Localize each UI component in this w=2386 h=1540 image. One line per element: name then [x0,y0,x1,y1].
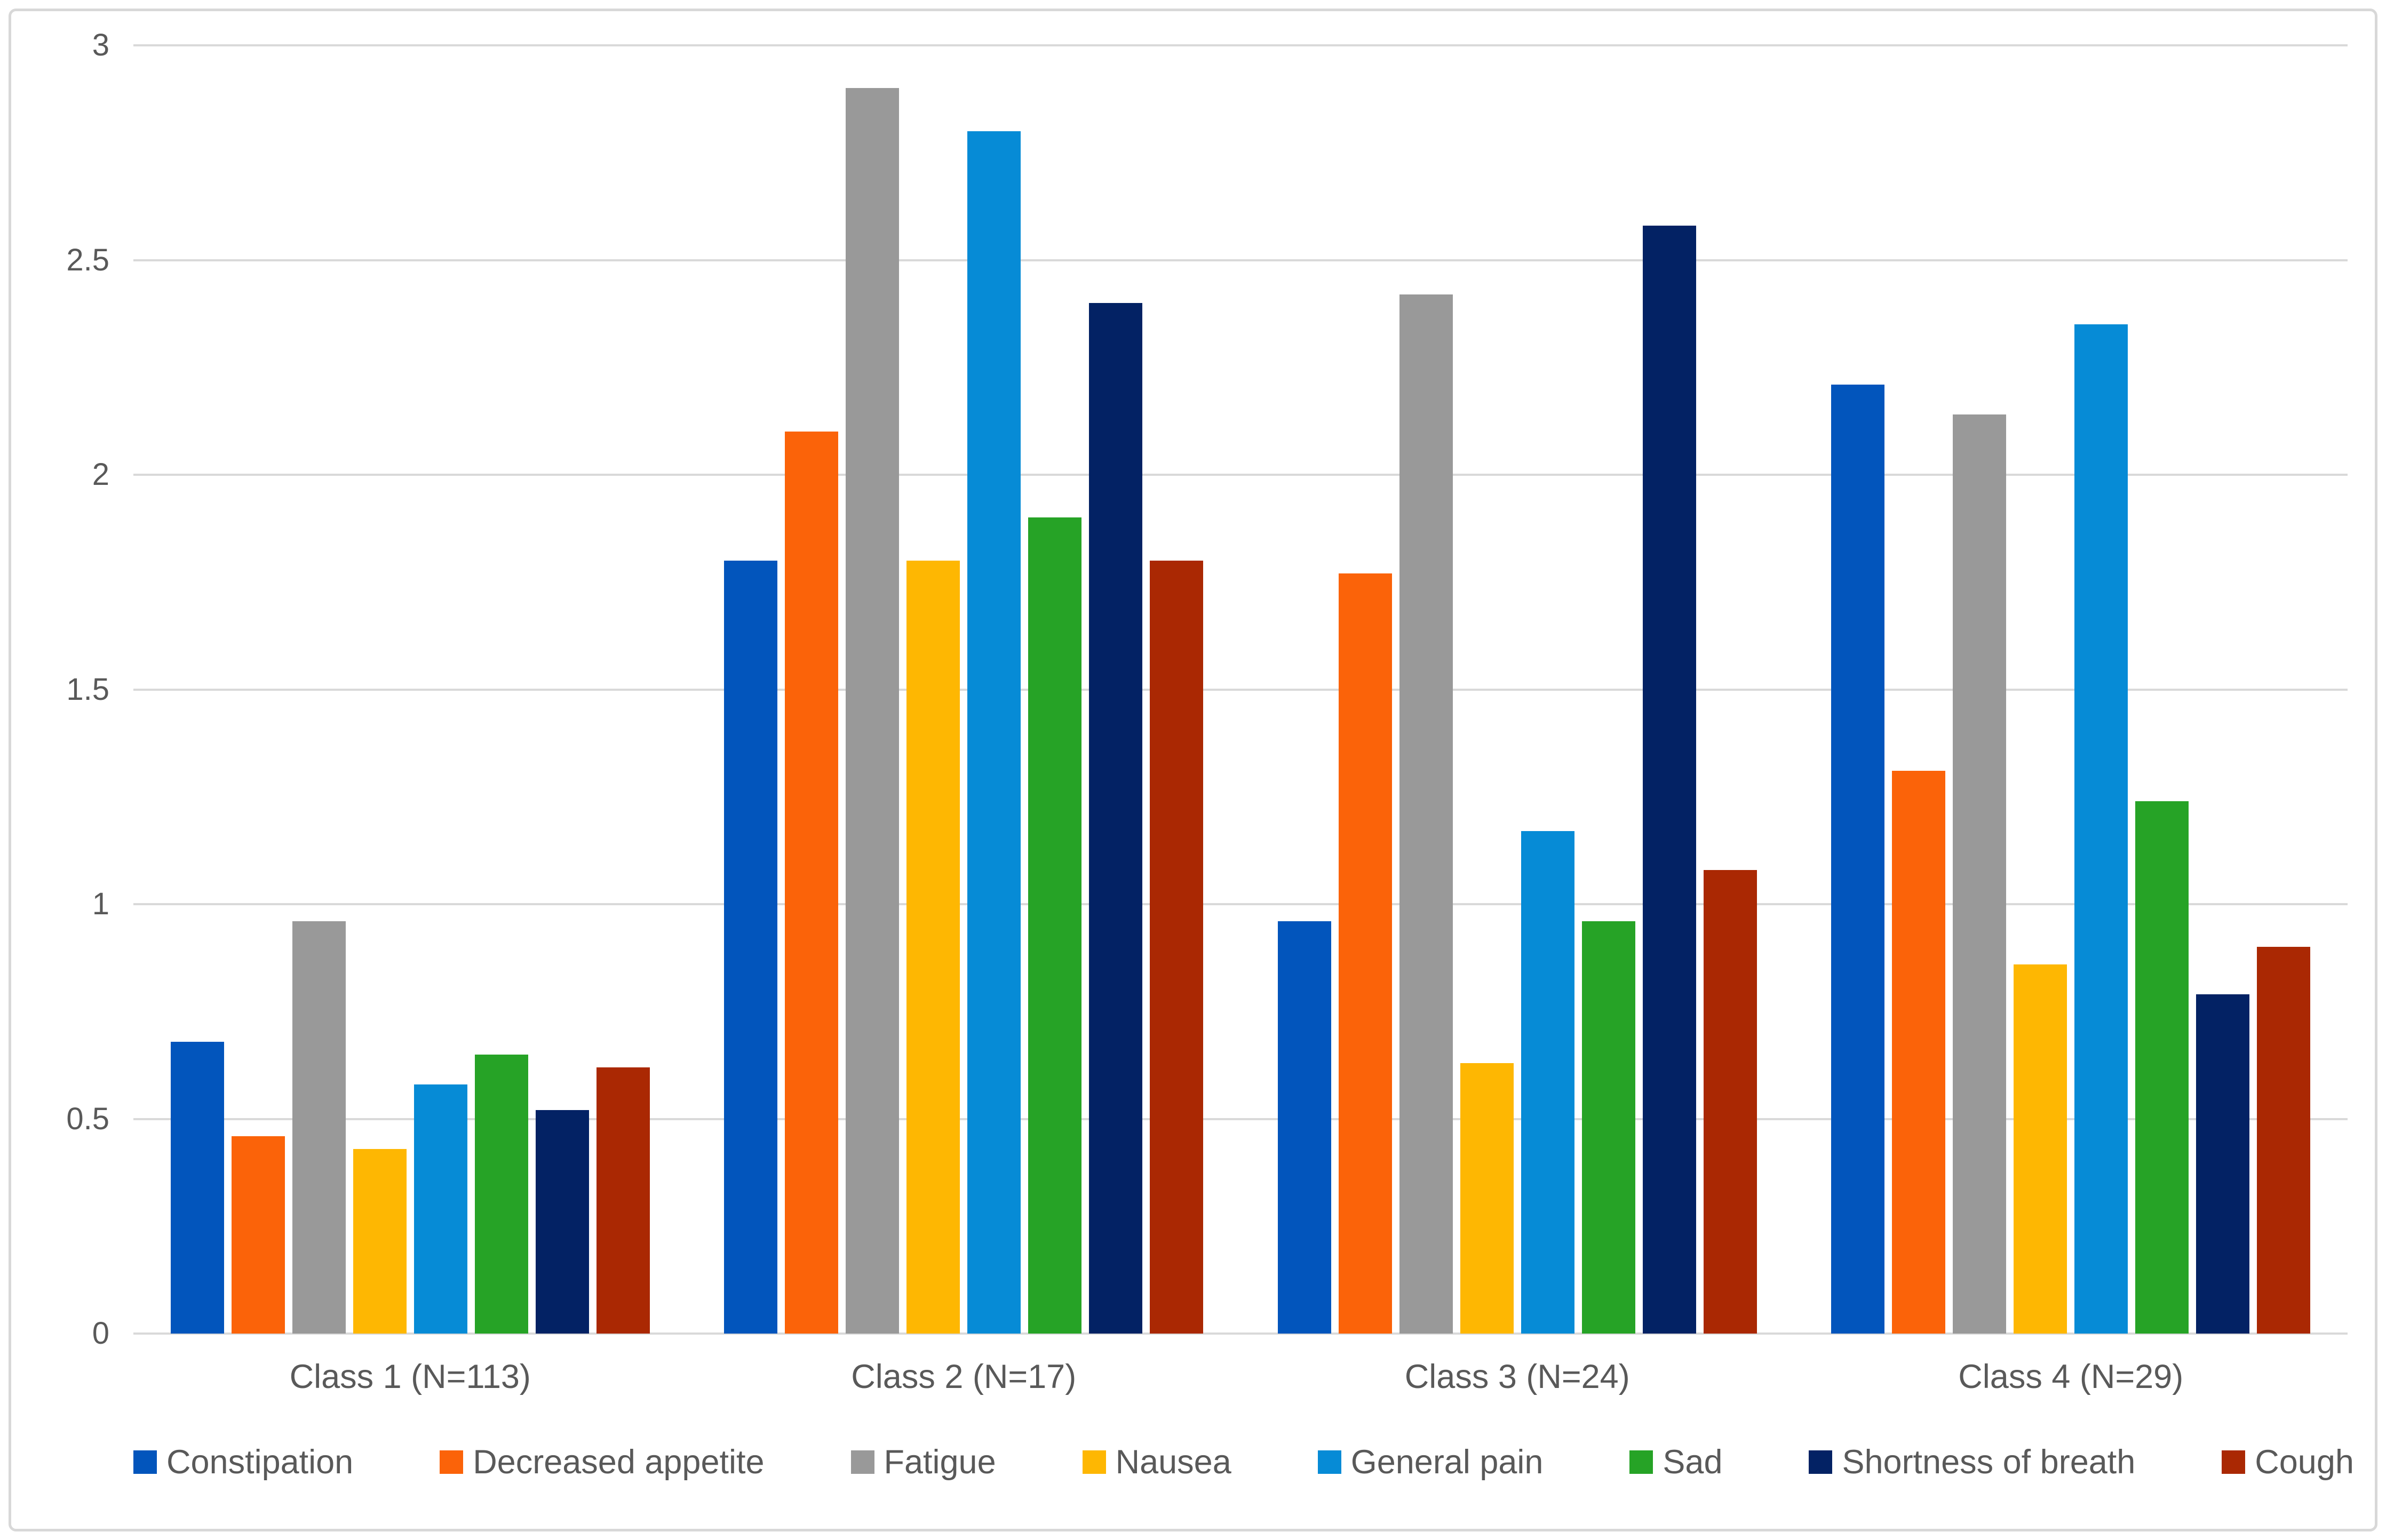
legend-swatch-icon [1629,1450,1653,1474]
legend-label: Sad [1663,1443,1723,1481]
bar-sad [1581,921,1635,1334]
legend-label: Constipation [166,1443,354,1481]
bar-group [724,88,1204,1334]
bar-constipation [170,1042,224,1334]
bar-decreased-appetite [1892,771,1946,1334]
bar-cough [1150,561,1204,1334]
bar-shortness-of-breath [1089,303,1143,1334]
legend-item-fatigue: Fatigue [850,1443,996,1481]
bar-sad [1028,517,1082,1334]
y-tick-label: 0 [92,1316,109,1351]
legend-swatch-icon [850,1450,874,1474]
bar-decreased-appetite [1338,573,1392,1334]
bar-nausea [1460,1063,1514,1334]
bar-decreased-appetite [231,1136,285,1334]
gridline [133,474,2348,476]
bar-general-pain [413,1084,467,1334]
gridline [133,1118,2348,1120]
legend-swatch-icon [133,1450,157,1474]
bar-nausea [353,1149,407,1334]
bar-fatigue [1953,414,2007,1334]
bar-group [1277,226,1757,1334]
bar-cough [1703,870,1757,1334]
bar-cough [596,1067,650,1334]
bar-decreased-appetite [785,432,839,1334]
legend-label: Fatigue [884,1443,996,1481]
bar-general-pain [2074,324,2128,1334]
bar-sad [2135,801,2189,1334]
bar-fatigue [846,88,900,1334]
legend-label: Cough [2255,1443,2354,1481]
legend-swatch-icon [1317,1450,1341,1474]
legend-item-cough: Cough [2222,1443,2354,1481]
bar-group [170,921,650,1334]
gridline [133,259,2348,261]
legend-item-sad: Sad [1629,1443,1723,1481]
gridline [133,1332,2348,1335]
y-tick-label: 1.5 [66,672,109,707]
bar-general-pain [1521,831,1574,1334]
bar-nausea [2014,964,2067,1334]
legend-swatch-icon [440,1450,464,1474]
gridline [133,903,2348,905]
legend-swatch-icon [2222,1450,2246,1474]
bar-general-pain [967,131,1021,1334]
legend-swatch-icon [1809,1450,1833,1474]
bar-shortness-of-breath [2196,994,2250,1334]
bar-shortness-of-breath [1642,226,1696,1334]
y-tick-label: 0.5 [66,1101,109,1136]
legend-label: Nausea [1115,1443,1231,1481]
legend-label: Shortness of breath [1842,1443,2136,1481]
legend-swatch-icon [1082,1450,1106,1474]
gridline [133,44,2348,46]
y-tick-label: 1 [92,887,109,921]
bar-group [1831,324,2311,1334]
bar-constipation [724,561,778,1334]
bar-constipation [1831,385,1885,1334]
legend-item-shortness-of-breath: Shortness of breath [1809,1443,2135,1481]
legend-label: Decreased appetite [473,1443,765,1481]
legend-item-constipation: Constipation [133,1443,353,1481]
x-axis-label: Class 4 (N=29) [1958,1358,2184,1395]
gridline [133,688,2348,691]
x-axis-label: Class 2 (N=17) [851,1358,1077,1395]
bar-cough [2257,947,2311,1334]
legend: Constipation Decreased appetite Fatigue Nau… [133,1443,2354,1481]
legend-item-decreased-appetite: Decreased appetite [440,1443,765,1481]
bar-shortness-of-breath [535,1110,589,1334]
y-tick-label: 3 [92,28,109,62]
bar-fatigue [1399,294,1453,1334]
y-tick-label: 2.5 [66,242,109,277]
bar-fatigue [292,921,346,1334]
legend-item-nausea: Nausea [1082,1443,1231,1481]
bar-constipation [1277,921,1331,1334]
bar-sad [474,1055,528,1334]
legend-label: General pain [1350,1443,1544,1481]
bar-nausea [906,561,960,1334]
legend-item-general-pain: General pain [1317,1443,1544,1481]
x-axis-label: Class 3 (N=24) [1404,1358,1630,1395]
y-tick-label: 2 [92,457,109,492]
x-axis-label: Class 1 (N=113) [289,1358,531,1395]
